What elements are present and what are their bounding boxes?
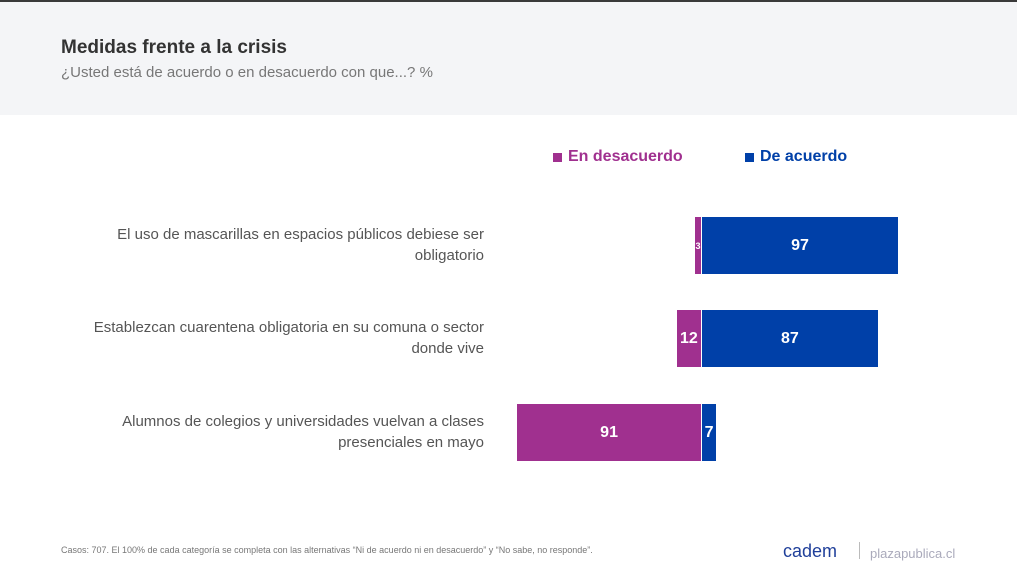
legend-label: De acuerdo [760, 148, 848, 165]
category-label: Establezcan cuarentena obligatoria en su… [93, 319, 484, 357]
legend-item: De acuerdo [745, 148, 847, 166]
category-label: Alumnos de colegios y universidades vuel… [122, 413, 484, 451]
legend-item: En desacuerdo [553, 148, 683, 166]
header [0, 2, 1017, 115]
site-link[interactable]: plazapublica.cl [870, 546, 956, 561]
legend-label: En desacuerdo [568, 148, 683, 165]
page-subtitle: ¿Usted está de acuerdo o en desacuerdo c… [61, 64, 433, 81]
bar-de-acuerdo: 7 [702, 404, 717, 461]
bar-en-desacuerdo: 12 [676, 310, 701, 367]
bar-de-acuerdo: 87 [702, 310, 878, 367]
bar-en-desacuerdo: 3 [694, 217, 701, 274]
footnote: Casos: 707. El 100% de cada categoría se… [61, 545, 593, 555]
bar-de-acuerdo: 97 [702, 217, 898, 274]
cadem-logo: cadem [783, 541, 838, 561]
legend-swatch [745, 152, 754, 162]
bar-en-desacuerdo: 91 [517, 404, 701, 461]
top-border [0, 0, 1017, 2]
divider [859, 542, 860, 559]
legend-swatch [553, 152, 562, 162]
page-title: Medidas frente a la crisis [61, 37, 287, 58]
category-label: El uso de mascarillas en espacios públic… [117, 226, 484, 264]
